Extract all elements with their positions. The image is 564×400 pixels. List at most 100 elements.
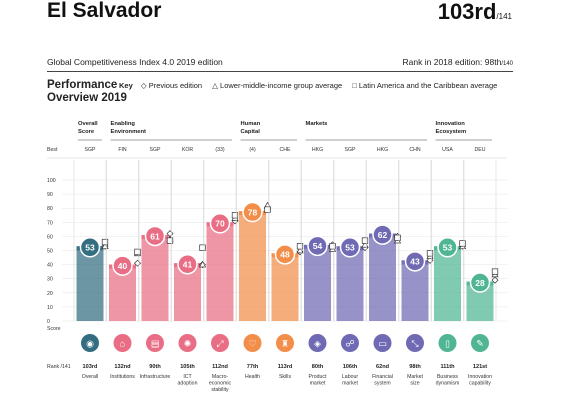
bar bbox=[369, 233, 396, 321]
health-icon bbox=[243, 334, 262, 352]
business-dynamism-icon bbox=[438, 334, 457, 352]
legend-previous-edition: ◇ Previous edition bbox=[140, 81, 203, 90]
value-label: 40 bbox=[118, 261, 128, 271]
region-avg-marker bbox=[361, 237, 369, 244]
pillar-rank: 98th bbox=[409, 364, 421, 370]
pillar-rank: 80th bbox=[312, 364, 324, 370]
y-tick-label: 80 bbox=[47, 206, 53, 212]
pillar-rank: 77th bbox=[247, 364, 259, 370]
value-label: 70 bbox=[215, 219, 225, 229]
category-label: Market bbox=[407, 374, 423, 380]
value-label: 28 bbox=[475, 278, 485, 288]
group-label: Capital bbox=[241, 129, 261, 135]
rank-2018: Rank in 2018 edition: 98th/140 bbox=[403, 57, 513, 67]
region-avg-marker bbox=[166, 237, 174, 244]
pillar-rank: 105th bbox=[180, 364, 195, 370]
y-tick-label: 50 bbox=[47, 249, 53, 255]
edition-label: Global Competitiveness Index 4.0 2019 ed… bbox=[47, 57, 223, 67]
y-tick-label: 10 bbox=[47, 305, 53, 311]
value-circle bbox=[404, 251, 426, 272]
best-performer-label: (33) bbox=[215, 147, 224, 153]
group-label: Environment bbox=[111, 129, 146, 135]
category-label: market bbox=[342, 381, 358, 387]
category-label: size bbox=[410, 381, 419, 387]
value-label: 54 bbox=[313, 241, 323, 251]
y-tick-label: 60 bbox=[47, 234, 53, 240]
value-circle bbox=[177, 253, 198, 275]
macro-icon: ⤢ bbox=[215, 338, 223, 348]
infrastructure-icon bbox=[146, 334, 164, 352]
value-label: 43 bbox=[410, 257, 420, 267]
category-label: Health bbox=[245, 374, 260, 380]
value-circle bbox=[372, 224, 393, 245]
health-icon: ♡ bbox=[248, 338, 256, 348]
country-title: El Salvador bbox=[47, 0, 162, 22]
overall-icon: ◉ bbox=[86, 338, 94, 348]
region-avg-marker bbox=[199, 244, 206, 251]
pillar-rank: 103rd bbox=[83, 364, 99, 370]
region-avg-marker bbox=[231, 212, 239, 219]
value-circle bbox=[242, 201, 263, 223]
group-label: Innovation bbox=[436, 121, 466, 127]
y-tick-label: 90 bbox=[47, 192, 53, 198]
category-label: system bbox=[374, 381, 390, 387]
previous-edition-marker bbox=[491, 276, 499, 284]
value-circle bbox=[339, 237, 361, 258]
bar bbox=[336, 246, 364, 321]
innovation-icon: ✎ bbox=[476, 338, 484, 348]
rank-row-label: Rank /141 bbox=[47, 364, 71, 370]
bar bbox=[141, 234, 169, 321]
best-performer-label: SGP bbox=[345, 147, 356, 153]
best-performer-label: CHE bbox=[280, 147, 291, 153]
group-label: Score bbox=[78, 129, 95, 135]
overall-icon bbox=[81, 334, 99, 352]
value-circle bbox=[209, 213, 231, 234]
legend-income-group: △ Lower-middle-income group average bbox=[212, 81, 343, 90]
labour-market-icon: ☍ bbox=[345, 338, 354, 348]
best-performer-label: KOR bbox=[182, 147, 193, 153]
category-label: Infrastructure bbox=[140, 374, 171, 380]
ict-icon: ✺ bbox=[184, 338, 192, 348]
value-label: 53 bbox=[85, 243, 95, 253]
value-label: 62 bbox=[378, 230, 388, 240]
market-size-icon: ⤡ bbox=[411, 338, 418, 348]
value-circle bbox=[274, 244, 296, 265]
category-label: adoption bbox=[178, 381, 198, 387]
y-tick-label: 70 bbox=[47, 220, 53, 226]
value-circle bbox=[437, 237, 458, 258]
category-label: Business bbox=[437, 374, 458, 380]
overall-rank-total: /141 bbox=[496, 12, 512, 21]
group-label: Ecosystem bbox=[436, 129, 467, 135]
category-label: economic bbox=[209, 381, 232, 387]
institutions-icon: ⌂ bbox=[120, 338, 125, 348]
innovation-icon bbox=[471, 334, 489, 352]
skills-icon bbox=[276, 334, 294, 352]
best-performer-label: HKG bbox=[377, 147, 388, 153]
y-axis-best-label: Best bbox=[47, 147, 58, 153]
category-label: Financial bbox=[372, 374, 393, 380]
group-label: Enabling bbox=[111, 121, 136, 127]
financial-system-icon bbox=[373, 334, 392, 352]
best-performer-label: USA bbox=[442, 147, 453, 153]
region-avg-marker bbox=[264, 206, 271, 213]
value-circle bbox=[79, 237, 101, 258]
value-label: 48 bbox=[280, 250, 290, 260]
pillar-rank: 113rd bbox=[278, 364, 293, 370]
pillar-rank: 132nd bbox=[114, 364, 131, 370]
best-performer-label: CHN bbox=[409, 147, 420, 153]
bar bbox=[239, 211, 266, 321]
value-circle bbox=[112, 255, 133, 276]
bar bbox=[434, 246, 461, 321]
y-tick-label: 20 bbox=[47, 291, 53, 297]
legend-key-label: Key bbox=[119, 81, 133, 90]
category-label: Product bbox=[309, 374, 327, 380]
value-circle bbox=[469, 272, 491, 293]
y-tick-label: 40 bbox=[47, 263, 53, 269]
financial-system-icon: ▭ bbox=[378, 338, 387, 348]
category-label: stability bbox=[211, 387, 229, 393]
y-tick-label: 30 bbox=[47, 277, 53, 283]
region-avg-marker bbox=[329, 243, 336, 250]
ict-icon bbox=[178, 334, 197, 352]
value-label: 41 bbox=[183, 259, 193, 269]
region-avg-marker bbox=[394, 234, 401, 241]
